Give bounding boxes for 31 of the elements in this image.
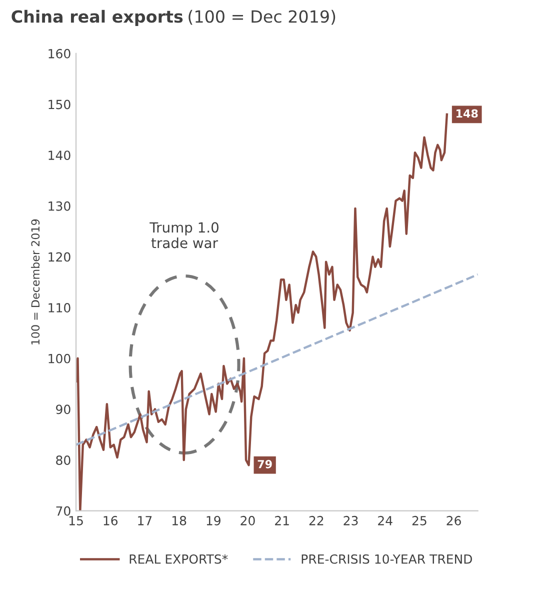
y-tick-label: 110	[48, 303, 70, 312]
x-tick-label: 15	[69, 516, 83, 526]
x-tick-label: 16	[104, 516, 118, 526]
x-tick-label: 19	[206, 516, 220, 526]
x-tick-label: 25	[412, 516, 426, 526]
x-tick-label: 22	[309, 516, 324, 526]
y-tick-label: 70	[56, 506, 70, 516]
y-tick-label: 80	[56, 455, 70, 465]
x-tick-label: 26	[446, 516, 461, 526]
chart-subtitle: (100 = Dec 2019)	[188, 10, 336, 25]
y-axis-title: 100 = December 2019	[30, 219, 40, 344]
legend-label: REAL EXPORTS*	[130, 554, 228, 564]
annotation: Trump 1.0 trade war	[150, 222, 218, 248]
legend-label: PRE-CRISIS 10-YEAR TREND	[302, 554, 472, 564]
x-tick-label: 24	[378, 516, 392, 526]
y-tick-label: 100	[48, 354, 70, 364]
x-tick-label: 20	[240, 516, 255, 526]
y-tick-label: 120	[48, 252, 70, 262]
y-tick-label: 150	[48, 100, 70, 110]
y-tick-label: 160	[48, 48, 70, 58]
y-tick-label: 90	[56, 404, 70, 414]
data-label: 79	[258, 460, 272, 468]
x-tick-label: 21	[275, 516, 289, 526]
x-tick-label: 17	[138, 516, 152, 526]
line-series	[76, 113, 448, 511]
x-tick-label: 23	[344, 516, 358, 526]
y-tick-label: 130	[48, 201, 70, 211]
chart-title: China real exports	[12, 10, 183, 26]
x-tick-label: 18	[172, 516, 186, 526]
y-tick-label: 140	[48, 150, 70, 160]
data-label: 148	[456, 109, 478, 118]
